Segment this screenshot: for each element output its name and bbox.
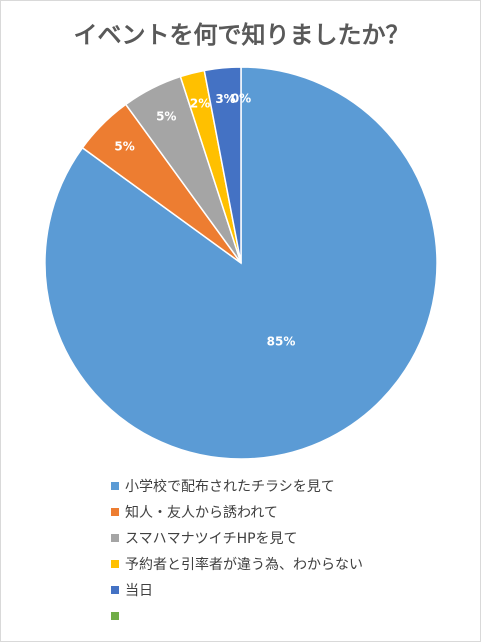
legend-swatch: [111, 586, 119, 594]
legend-swatch: [111, 508, 119, 516]
legend: 小学校で配布されたチラシを見て 知人・友人から誘われてスマハマナツイチHPを見て予…: [111, 473, 363, 629]
data-label-4: 3%: [215, 92, 235, 106]
legend-item-4: 当日: [111, 577, 363, 603]
legend-label: 小学校で配布されたチラシを見て: [125, 479, 335, 495]
legend-label: 当日: [125, 583, 153, 599]
data-label-5: 0%: [231, 91, 251, 105]
legend-swatch: [111, 482, 119, 490]
legend-swatch: [111, 534, 119, 542]
legend-item-0: 小学校で配布されたチラシを見て: [111, 473, 363, 499]
legend-swatch: [111, 612, 119, 620]
legend-label: スマハマナツイチHPを見て: [125, 531, 298, 547]
legend-label: 予約者と引率者が違う為、わからない: [125, 557, 363, 573]
pie-chart: 85% 5% 5% 2% 3%0%: [44, 66, 438, 460]
legend-item-2: スマハマナツイチHPを見て: [111, 525, 363, 551]
legend-item-1: 知人・友人から誘われて: [111, 499, 363, 525]
chart-title: イベントを何で知りましたか？: [73, 21, 410, 49]
data-label-1: 5%: [114, 140, 134, 154]
legend-item-3: 予約者と引率者が違う為、わからない: [111, 551, 363, 577]
data-label-3: 2%: [190, 97, 210, 111]
data-label-2: 5%: [156, 109, 176, 123]
legend-item-5: [111, 603, 363, 629]
legend-label: 知人・友人から誘われて: [125, 505, 278, 521]
data-label-0: 85%: [267, 335, 296, 349]
pie-slice-4: [203, 66, 242, 264]
legend-swatch: [111, 560, 119, 568]
